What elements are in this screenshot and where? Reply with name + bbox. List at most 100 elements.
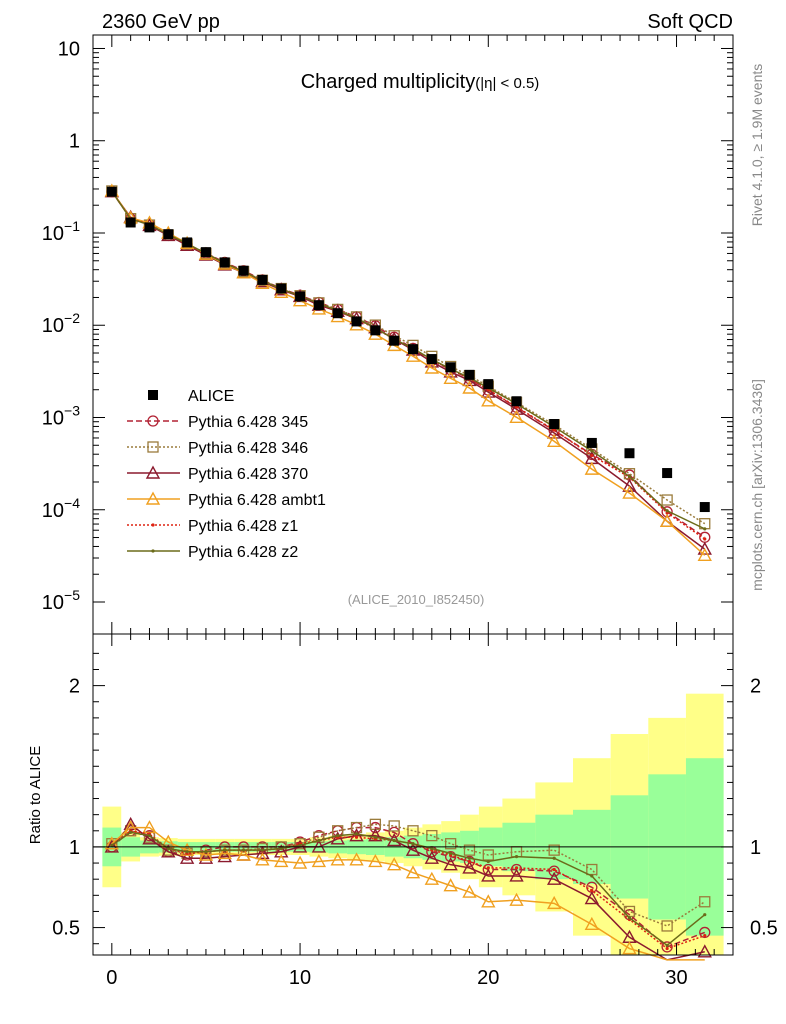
main-y-tick-label-2: 10−1 — [42, 218, 80, 245]
main-y-tick-label-1: 1 — [69, 131, 80, 153]
ratio-point-4-13 — [354, 835, 359, 839]
category-label: Soft QCD — [647, 11, 733, 33]
plot-title-main: Charged multiplicity — [301, 71, 476, 93]
main-line-0 — [111, 191, 706, 538]
main-point-2-22 — [546, 425, 562, 439]
data-point-18 — [445, 362, 456, 373]
ratio-point-0-25 — [661, 941, 673, 953]
main-point-3-18 — [443, 370, 458, 385]
main-y-tick-exp: −3 — [64, 402, 80, 418]
ratio-point-5-3 — [166, 846, 170, 851]
ratio-point-5-17 — [430, 846, 434, 851]
ratio-point-0-18 — [444, 850, 457, 863]
ratio-point-2-3 — [161, 844, 176, 858]
main-y-tick-label-0: 10 — [58, 38, 80, 60]
data-point-4 — [182, 237, 193, 248]
ratio-point-1-15 — [388, 820, 400, 832]
data-point-13 — [351, 316, 362, 327]
ratio-point-4-22 — [552, 867, 556, 872]
ratio-point-1-19 — [463, 844, 476, 856]
main-y-tick-label-3: 10−2 — [42, 310, 80, 337]
data-point-24 — [624, 448, 635, 459]
ratio-point-2-23 — [584, 891, 600, 905]
x-tick-label-2: 20 — [477, 967, 499, 989]
main-point-2-24 — [622, 478, 637, 492]
ratio-point-5-18 — [449, 851, 453, 855]
data-point-23 — [586, 437, 597, 448]
data-point-14 — [370, 325, 381, 336]
ratio-point-5-9 — [279, 846, 283, 851]
data-point-26 — [699, 502, 710, 513]
ratio-point-5-19 — [467, 856, 472, 860]
ratio-point-4-20 — [486, 866, 490, 870]
ratio-point-3-18 — [443, 878, 458, 892]
legend-label-5: Pythia 6.428 z1 — [188, 518, 298, 535]
ratio-point-0-15 — [388, 826, 400, 839]
ratio-point-1-26 — [699, 896, 711, 908]
main-y-tick-exp: −4 — [64, 495, 80, 511]
ratio-point-3-20 — [481, 894, 496, 908]
ratio-point-3-11 — [311, 853, 327, 868]
main-y-tick-base: 10 — [42, 592, 64, 614]
ratio-point-5-23 — [590, 874, 594, 878]
ratio-point-0-26 — [699, 926, 711, 939]
legend-marker-5 — [151, 523, 155, 527]
ratio-point-3-21 — [509, 892, 524, 906]
ratio-point-2-8 — [255, 845, 270, 860]
ratio-point-5-15 — [392, 838, 396, 843]
main-y-tick-exp: −1 — [64, 218, 80, 234]
main-point-4-22 — [552, 428, 556, 432]
ratio-point-2-16 — [405, 842, 421, 856]
x-tick-label-1: 10 — [289, 967, 311, 989]
ratio-point-2-18 — [443, 857, 458, 871]
ratio-y-tick-label-right-2: 2 — [750, 676, 761, 698]
ratio-point-1-18 — [444, 838, 457, 850]
main-y-tick-base: 10 — [42, 223, 64, 245]
main-point-3-24 — [622, 485, 637, 499]
ratio-point-3-6 — [217, 845, 232, 860]
ratio-point-1-22 — [548, 844, 560, 856]
ratio-point-5-13 — [354, 832, 359, 836]
data-point-10 — [295, 291, 306, 302]
ratio-point-5-22 — [552, 856, 556, 860]
ratio-point-4-25 — [665, 946, 669, 951]
ratio-point-0-21 — [510, 863, 523, 876]
ratio-point-3-12 — [330, 852, 345, 866]
main-point-2-26 — [697, 541, 712, 555]
ratio-point-2-14 — [368, 828, 383, 842]
ratio-point-5-10 — [298, 843, 302, 847]
ratio-point-2-19 — [462, 860, 477, 874]
ratio-point-5-6 — [223, 848, 227, 852]
data-point-2 — [144, 222, 155, 233]
ratio-point-5-16 — [411, 842, 415, 846]
ratio-point-1-16 — [407, 825, 419, 837]
ratio-point-3-13 — [349, 852, 364, 866]
ratio-point-2-6 — [217, 849, 232, 863]
ratio-point-3-16 — [405, 865, 421, 879]
legend-label-0: ALICE — [188, 388, 234, 405]
ratio-point-5-14 — [373, 835, 377, 839]
ratio-point-2-17 — [424, 850, 440, 864]
ratio-point-3-9 — [274, 853, 289, 868]
ratio-line-1 — [111, 823, 706, 927]
main-y-tick-base: 10 — [42, 500, 64, 522]
main-y-tick-base: 1 — [69, 131, 80, 153]
data-point-22 — [549, 419, 560, 430]
ratio-point-4-21 — [514, 866, 519, 870]
ratio-point-3-22 — [546, 895, 562, 910]
main-point-3-23 — [584, 461, 600, 475]
data-point-20 — [483, 379, 494, 390]
main-point-3-21 — [509, 409, 524, 423]
main-point-4-23 — [590, 453, 594, 458]
data-point-7 — [238, 265, 249, 276]
data-point-0 — [106, 186, 117, 197]
main-point-4-26 — [703, 537, 707, 541]
main-series-lines — [104, 183, 712, 561]
ratio-point-4-19 — [467, 859, 472, 864]
main-y-tick-base: 10 — [42, 315, 64, 337]
data-point-12 — [332, 308, 343, 319]
main-point-2-21 — [509, 401, 524, 415]
ratio-y-tick-label-left-0: 0.5 — [52, 918, 80, 940]
ratio-point-5-8 — [260, 848, 265, 852]
